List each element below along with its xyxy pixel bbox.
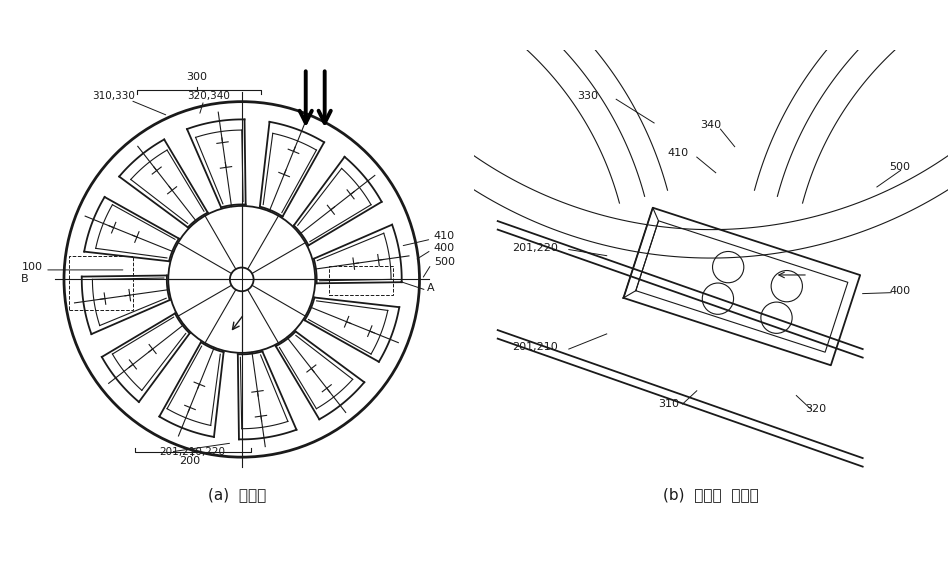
Text: 100: 100 <box>21 262 43 272</box>
Text: 310: 310 <box>658 399 679 409</box>
Text: A: A <box>427 283 434 293</box>
Text: (a)  측면도: (a) 측면도 <box>208 488 266 503</box>
Text: 410: 410 <box>667 148 688 158</box>
Text: 500: 500 <box>434 257 455 267</box>
Text: 310,330: 310,330 <box>92 91 136 101</box>
Text: 201,210: 201,210 <box>512 343 557 352</box>
Text: 410: 410 <box>434 231 455 241</box>
Text: 320: 320 <box>805 404 826 414</box>
Text: 201,220: 201,220 <box>512 243 557 253</box>
Text: 500: 500 <box>889 162 910 172</box>
Text: (b)  물받이  상세도: (b) 물받이 상세도 <box>663 488 759 503</box>
Text: 300: 300 <box>186 72 208 83</box>
Text: 400: 400 <box>434 243 455 253</box>
Text: 320,340: 320,340 <box>187 91 230 101</box>
Text: B: B <box>21 274 29 284</box>
Text: 201,210,220: 201,210,220 <box>159 447 225 457</box>
Text: 330: 330 <box>577 91 598 101</box>
Text: 400: 400 <box>889 285 910 296</box>
Bar <box>330 266 393 295</box>
Text: 200: 200 <box>179 456 200 466</box>
Bar <box>68 256 133 310</box>
Text: 340: 340 <box>701 120 721 129</box>
